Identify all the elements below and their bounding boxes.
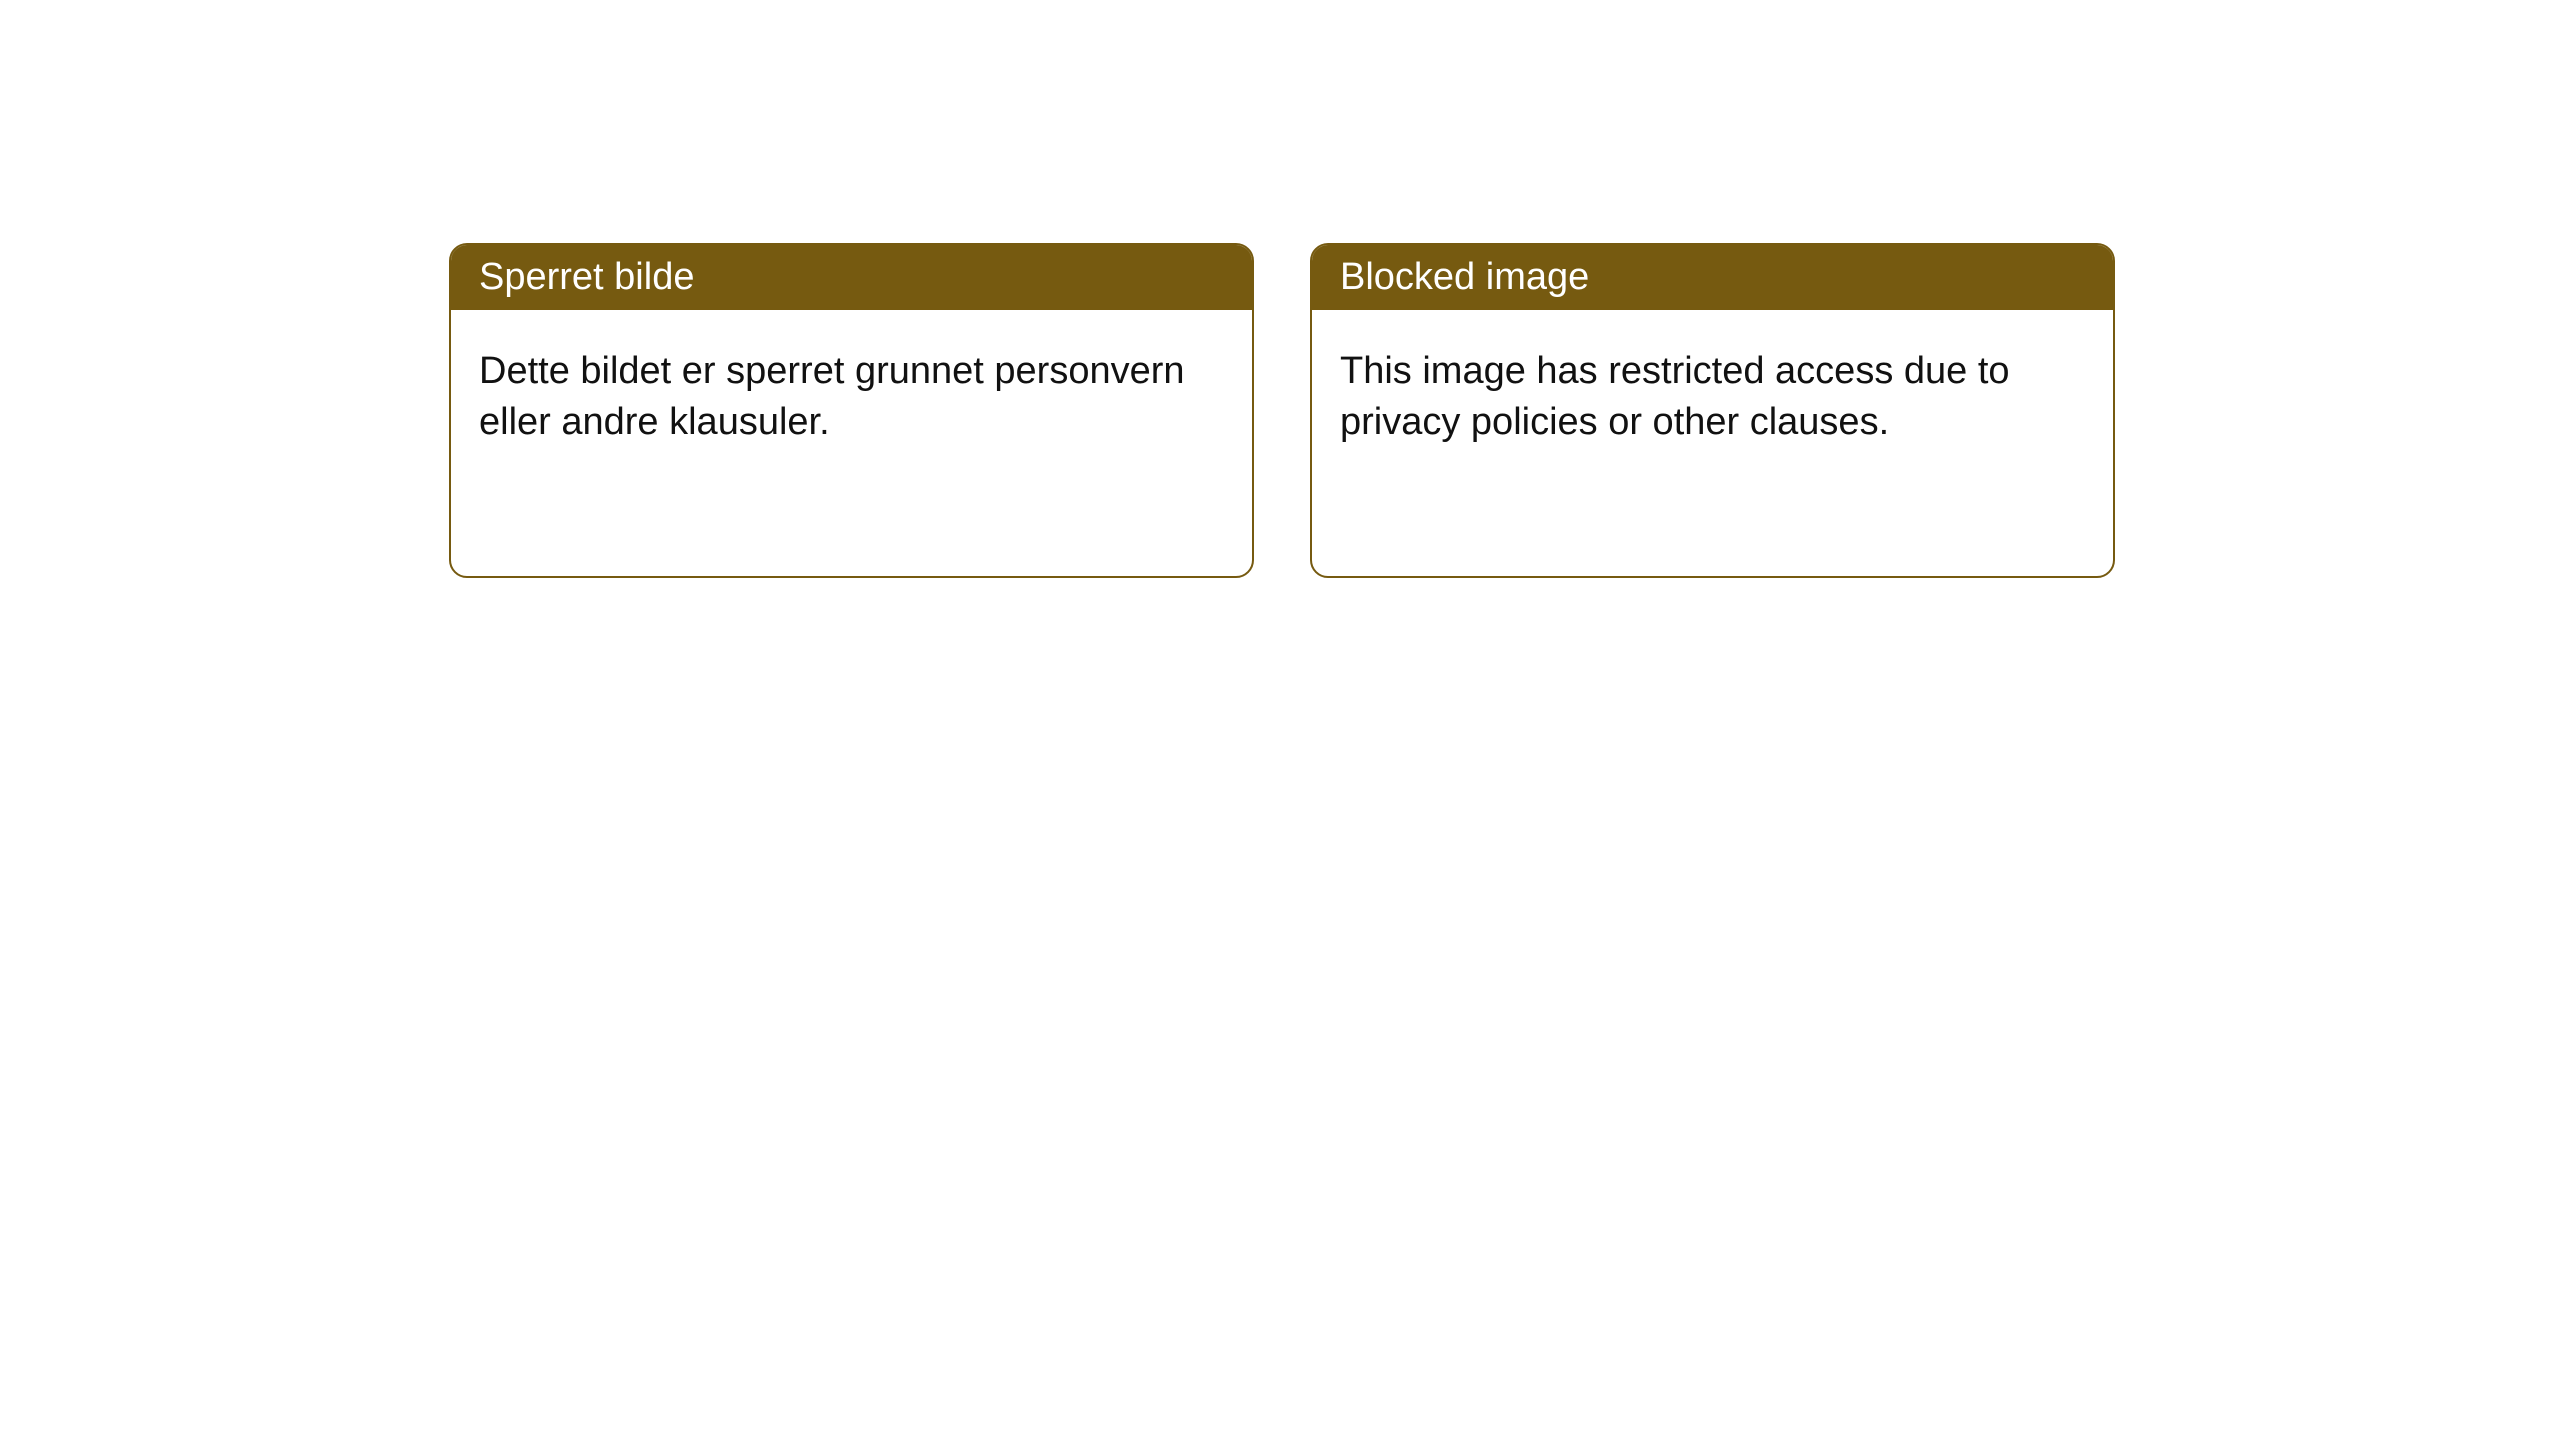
notice-header: Blocked image [1312, 245, 2113, 310]
notice-body-text: Dette bildet er sperret grunnet personve… [479, 350, 1185, 443]
notice-card-english: Blocked image This image has restricted … [1310, 243, 2115, 578]
notice-header: Sperret bilde [451, 245, 1252, 310]
notice-title: Sperret bilde [479, 256, 694, 298]
notice-card-norwegian: Sperret bilde Dette bildet er sperret gr… [449, 243, 1254, 578]
notice-body-text: This image has restricted access due to … [1340, 350, 2010, 443]
notice-body: Dette bildet er sperret grunnet personve… [451, 310, 1252, 485]
notice-body: This image has restricted access due to … [1312, 310, 2113, 485]
notice-title: Blocked image [1340, 256, 1589, 298]
notice-container: Sperret bilde Dette bildet er sperret gr… [0, 0, 2560, 578]
